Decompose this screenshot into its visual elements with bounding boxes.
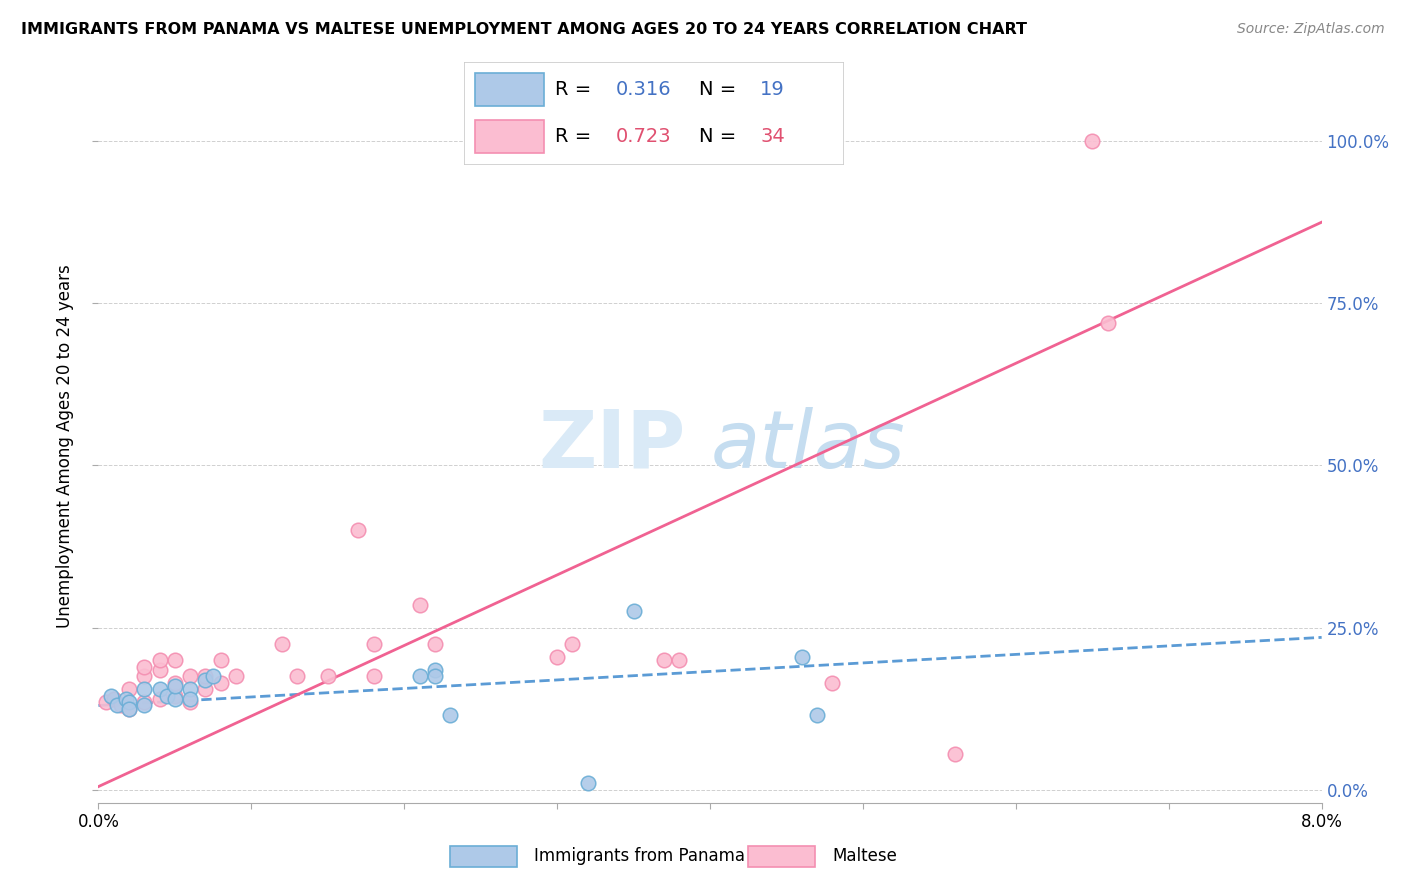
Text: R =: R = <box>555 79 598 99</box>
Point <box>652 653 675 667</box>
Point <box>149 692 172 706</box>
Point <box>423 663 446 677</box>
Point <box>179 695 201 709</box>
Point <box>118 682 141 697</box>
Point <box>790 649 813 664</box>
Point <box>118 702 141 716</box>
Text: Immigrants from Panama: Immigrants from Panama <box>534 847 745 865</box>
Point <box>105 698 128 713</box>
Point <box>546 649 568 664</box>
Point <box>363 637 385 651</box>
Point <box>149 653 172 667</box>
Point <box>209 653 232 667</box>
Point <box>423 669 446 683</box>
Text: IMMIGRANTS FROM PANAMA VS MALTESE UNEMPLOYMENT AMONG AGES 20 TO 24 YEARS CORRELA: IMMIGRANTS FROM PANAMA VS MALTESE UNEMPL… <box>21 22 1028 37</box>
FancyBboxPatch shape <box>475 73 544 105</box>
Point <box>118 702 141 716</box>
Point <box>118 695 141 709</box>
Point <box>103 692 125 706</box>
Point <box>194 669 217 683</box>
Point <box>806 708 828 723</box>
Point <box>270 637 294 651</box>
FancyBboxPatch shape <box>464 62 844 165</box>
Point <box>179 682 201 697</box>
Point <box>316 669 339 683</box>
Point <box>163 653 186 667</box>
Point <box>156 689 179 703</box>
Point <box>110 698 132 713</box>
Point <box>576 776 599 790</box>
Text: 0.723: 0.723 <box>616 127 672 145</box>
Point <box>285 669 308 683</box>
Y-axis label: Unemployment Among Ages 20 to 24 years: Unemployment Among Ages 20 to 24 years <box>56 264 75 628</box>
FancyBboxPatch shape <box>475 120 544 153</box>
Text: 34: 34 <box>761 127 785 145</box>
Text: 0.316: 0.316 <box>616 79 672 99</box>
Text: R =: R = <box>555 127 598 145</box>
Point <box>1081 134 1104 148</box>
FancyBboxPatch shape <box>748 846 815 867</box>
Point <box>347 524 370 538</box>
Point <box>94 695 117 709</box>
Point <box>439 708 461 723</box>
Point <box>179 692 201 706</box>
Point <box>943 747 966 761</box>
Point <box>821 675 844 690</box>
Point <box>363 669 385 683</box>
Point <box>149 682 172 697</box>
Point <box>623 604 645 618</box>
Point <box>668 653 690 667</box>
Point <box>225 669 247 683</box>
Point <box>134 659 156 673</box>
Point <box>115 692 138 706</box>
Point <box>408 598 430 612</box>
Point <box>194 682 217 697</box>
Point <box>194 673 217 687</box>
Text: atlas: atlas <box>710 407 905 485</box>
Point <box>134 682 156 697</box>
Point <box>163 675 186 690</box>
Point <box>163 679 186 693</box>
Point <box>561 637 583 651</box>
Point <box>179 669 201 683</box>
FancyBboxPatch shape <box>450 846 517 867</box>
Text: 19: 19 <box>761 79 785 99</box>
Text: N =: N = <box>699 79 742 99</box>
Text: N =: N = <box>699 127 742 145</box>
Point <box>209 675 232 690</box>
Point <box>163 689 186 703</box>
Text: Source: ZipAtlas.com: Source: ZipAtlas.com <box>1237 22 1385 37</box>
Text: ZIP: ZIP <box>538 407 686 485</box>
Point <box>100 689 122 703</box>
Point <box>423 637 446 651</box>
Point <box>134 669 156 683</box>
Point <box>149 663 172 677</box>
Point <box>1097 316 1119 330</box>
Text: Maltese: Maltese <box>832 847 897 865</box>
Point <box>408 669 430 683</box>
Point <box>163 692 186 706</box>
Point <box>134 695 156 709</box>
Point <box>202 669 225 683</box>
Point <box>134 698 156 713</box>
